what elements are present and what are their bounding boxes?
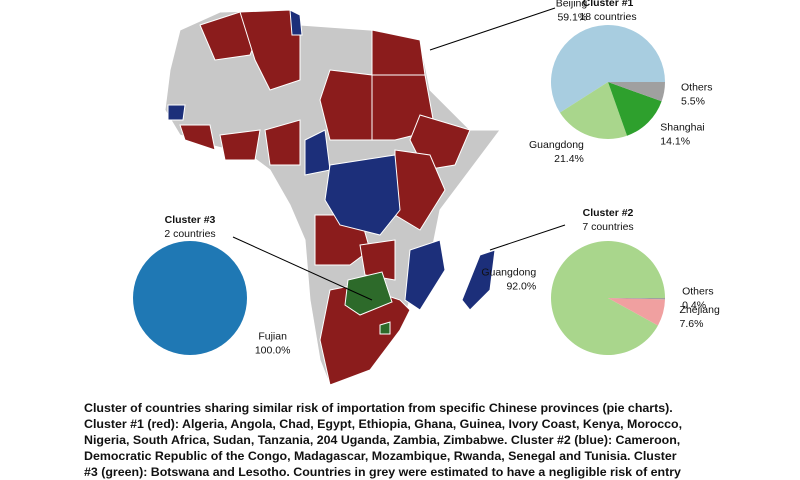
slice-label: Zhejiang bbox=[680, 304, 720, 316]
slice-value-label: 59.1% bbox=[557, 12, 587, 24]
pie-slice bbox=[133, 241, 247, 355]
slice-value-label: 0.4% bbox=[682, 300, 706, 312]
slice-label: Beijing bbox=[556, 0, 588, 10]
slice-value-label: 92.0% bbox=[506, 280, 536, 292]
pie-slice bbox=[608, 82, 662, 136]
cluster-subtitle: 7 countries bbox=[582, 221, 633, 233]
caption-line: #3 (green): Botswana and Lesotho. Countr… bbox=[84, 465, 681, 479]
slice-label: Others bbox=[681, 82, 713, 94]
pie-slice bbox=[608, 82, 665, 102]
slice-label: Shanghai bbox=[660, 121, 704, 133]
africa-map bbox=[164, 9, 501, 386]
slice-value-label: 5.5% bbox=[681, 96, 705, 108]
slice-label: Guangdong bbox=[529, 139, 584, 151]
slice-value-label: 14.1% bbox=[660, 135, 690, 147]
cluster-title: Cluster #3 bbox=[165, 214, 216, 226]
caption-line: Cluster #1 (red): Algeria, Angola, Chad,… bbox=[84, 417, 682, 431]
connector bbox=[429, 7, 556, 51]
slice-label: Others bbox=[682, 286, 714, 298]
pie-slice bbox=[550, 24, 665, 113]
cluster-subtitle: 18 countries bbox=[579, 11, 636, 23]
connector bbox=[232, 236, 373, 301]
pie-slice bbox=[608, 298, 665, 326]
pie-slice bbox=[559, 82, 628, 139]
pie-slice bbox=[608, 298, 665, 300]
connector bbox=[489, 224, 566, 251]
caption-line: Democratic Republic of the Congo, Madaga… bbox=[84, 449, 677, 463]
slice-value-label: 100.0% bbox=[255, 344, 291, 356]
cluster-title: Cluster #2 bbox=[583, 207, 634, 219]
slice-label: Guangdong bbox=[481, 266, 536, 278]
cluster-title: Cluster #1 bbox=[583, 0, 634, 9]
cluster-subtitle: 2 countries bbox=[164, 228, 215, 240]
slice-value-label: 21.4% bbox=[554, 153, 584, 165]
slice-label: Fujian bbox=[258, 330, 287, 342]
slice-value-label: 7.6% bbox=[680, 318, 704, 330]
caption-line: Nigeria, South Africa, Sudan, Tanzania, … bbox=[84, 433, 680, 447]
caption-line: Cluster of countries sharing similar ris… bbox=[84, 401, 673, 415]
